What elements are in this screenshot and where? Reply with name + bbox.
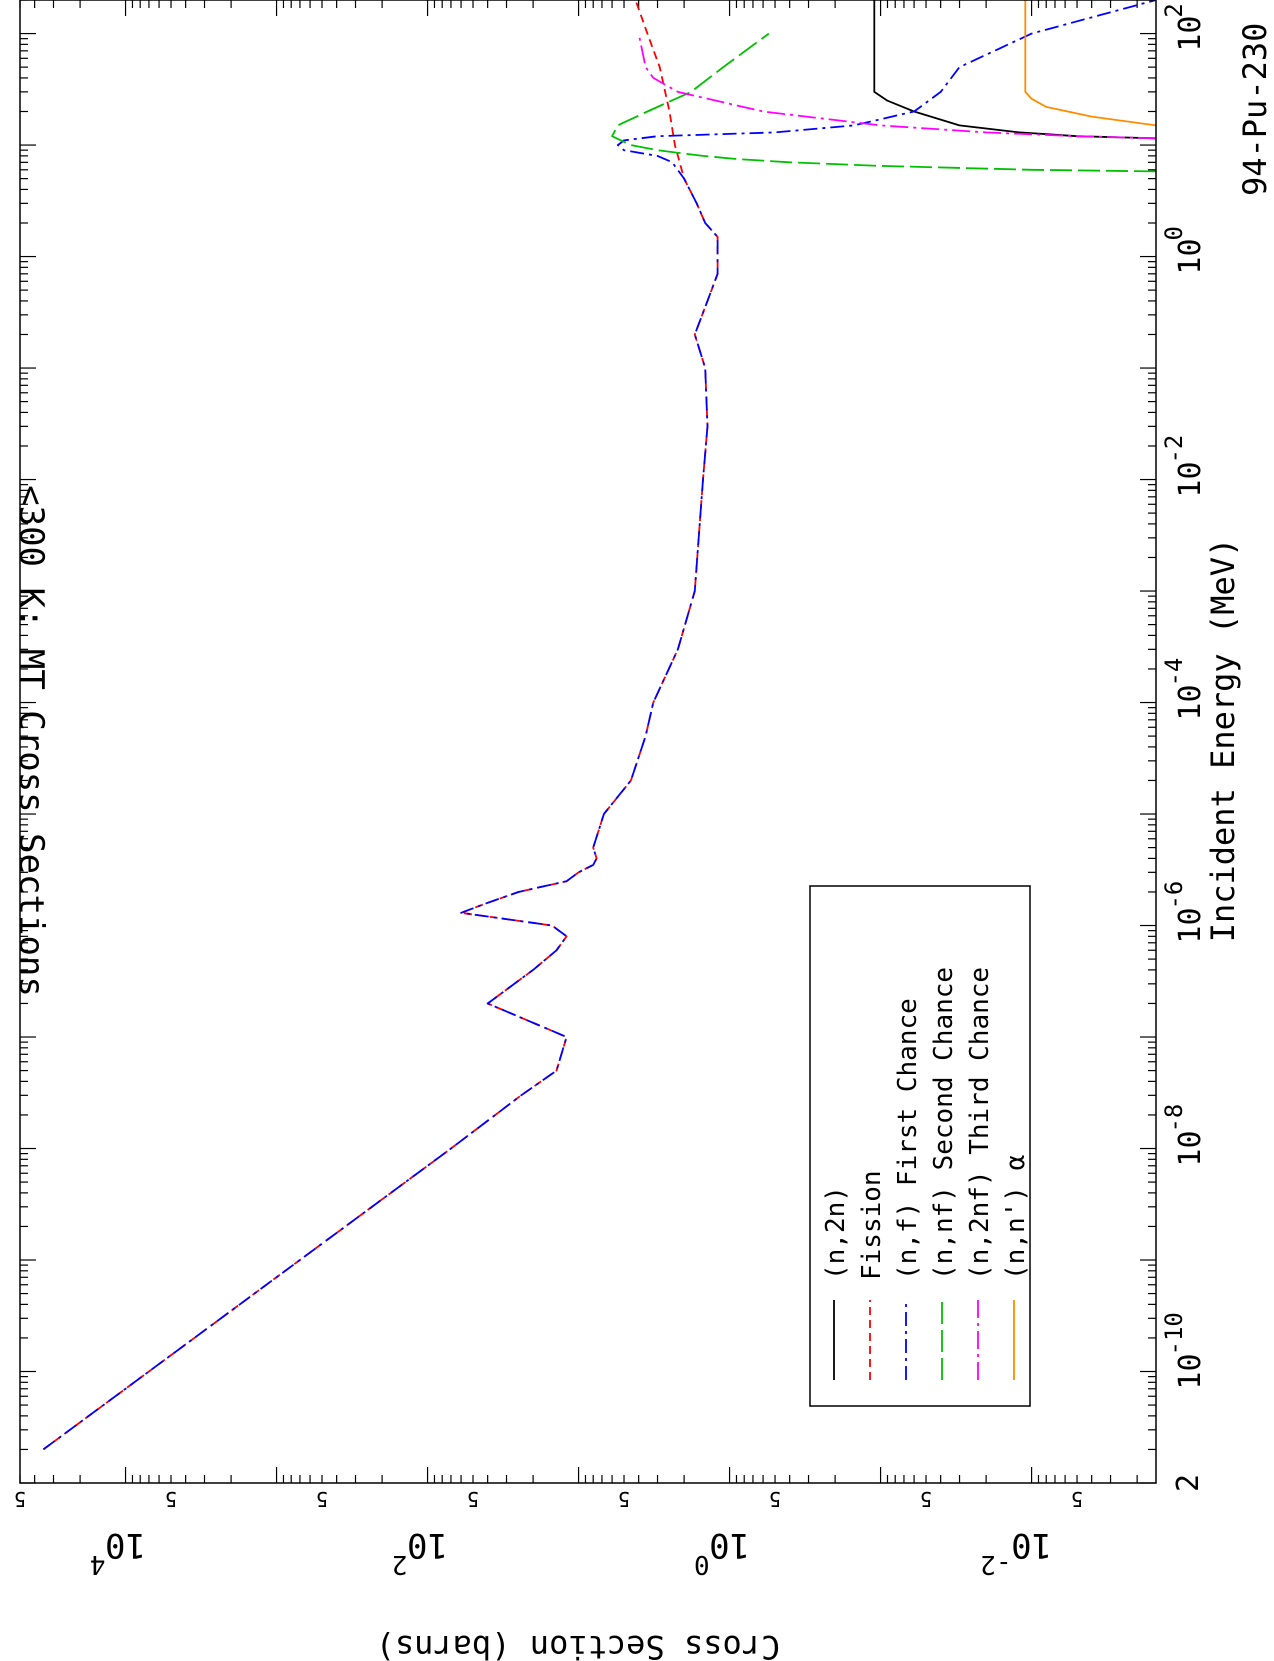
legend-label-4: (n,2nf) Third Chance — [965, 967, 995, 1280]
y-minor-label: 5 — [769, 1487, 781, 1511]
y-minor-label: 5 — [618, 1487, 630, 1511]
isotope-label: 94-Pu-230 — [1236, 23, 1274, 196]
legend-label-1: Fission — [857, 1170, 887, 1280]
svg-text:2: 2 — [1160, 3, 1188, 17]
svg-text:(n,nf) Second Chance: (n,nf) Second Chance — [929, 967, 959, 1280]
x-tick-label: 10-10 — [1160, 1312, 1208, 1389]
svg-text:(n,n') α: (n,n') α — [1001, 1155, 1031, 1280]
series-line-0 — [873, 0, 1157, 140]
svg-text:5: 5 — [467, 1487, 479, 1511]
x-tick-label: 10-6 — [1160, 881, 1208, 944]
legend-label-0: (n,2n) — [821, 1186, 851, 1280]
series-line-5 — [1024, 0, 1157, 127]
y-minor-label: 5 — [920, 1487, 932, 1511]
svg-text:10: 10 — [1173, 16, 1208, 52]
y-minor-label: 5 — [1071, 1487, 1083, 1511]
svg-text:10: 10 — [709, 1525, 750, 1565]
legend-label-5: (n,n') α — [1001, 1155, 1031, 1280]
svg-text:-10: -10 — [1160, 1312, 1188, 1355]
svg-text:Fission: Fission — [857, 1170, 887, 1280]
svg-text:10: 10 — [1173, 461, 1208, 497]
y-tick-label: 104 — [90, 1525, 146, 1579]
svg-text:5: 5 — [618, 1487, 630, 1511]
y-tick-label: 100 — [694, 1525, 750, 1579]
svg-text:-2: -2 — [980, 1549, 1011, 1579]
svg-text:5: 5 — [920, 1487, 932, 1511]
svg-text:10: 10 — [1011, 1525, 1052, 1565]
svg-text:10: 10 — [1173, 907, 1208, 943]
y-minor-label: 5 — [316, 1487, 328, 1511]
x-tick-label: 10-4 — [1160, 658, 1208, 721]
series-line-2 — [42, 0, 1157, 1451]
svg-text:5: 5 — [165, 1487, 177, 1511]
y-minor-label: 5 — [14, 1487, 26, 1511]
svg-text:0: 0 — [694, 1549, 710, 1579]
svg-text:-2: -2 — [1160, 435, 1188, 464]
svg-text:10: 10 — [1173, 1130, 1208, 1166]
y-tick-label: 102 — [392, 1525, 448, 1579]
svg-text:-6: -6 — [1160, 881, 1188, 910]
y-minor-label: 5 — [165, 1487, 177, 1511]
x-tick-label: 10-8 — [1160, 1104, 1208, 1167]
x-tick-label: 100 — [1160, 226, 1208, 275]
chart-title: <300 K: MT Cross Sections — [11, 485, 51, 997]
x-axis-label: Incident Energy (MeV) — [1204, 538, 1242, 943]
x-tick-label: 10-2 — [1160, 435, 1208, 498]
svg-text:2: 2 — [392, 1549, 408, 1579]
legend-label-2: (n,f) First Chance — [893, 998, 923, 1280]
svg-text:10: 10 — [407, 1525, 448, 1565]
svg-text:10: 10 — [105, 1525, 146, 1565]
svg-text:10: 10 — [1173, 1353, 1208, 1389]
svg-text:10: 10 — [1173, 684, 1208, 720]
plot-frame — [19, 0, 1157, 1484]
svg-text:5: 5 — [1071, 1487, 1083, 1511]
svg-text:4: 4 — [90, 1549, 106, 1579]
svg-text:0: 0 — [1160, 226, 1188, 240]
svg-text:(n,2n): (n,2n) — [821, 1186, 851, 1280]
x-tick-label: 2 — [1171, 1474, 1206, 1492]
svg-text:(n,2nf) Third Chance: (n,2nf) Third Chance — [965, 967, 995, 1280]
series-line-3 — [611, 32, 1157, 173]
y-tick-label: 10-2 — [980, 1525, 1052, 1579]
y-minor-label: 5 — [467, 1487, 479, 1511]
svg-text:5: 5 — [14, 1487, 26, 1511]
x-tick-label: 102 — [1160, 3, 1208, 52]
series-line-4 — [637, 33, 1157, 140]
svg-text:-4: -4 — [1160, 658, 1188, 687]
legend: (n,2n) Fission (n,f) First Chance (n,nf) Se… — [809, 885, 1031, 1407]
series-layer — [42, 0, 1157, 1451]
svg-text:(n,f) First Chance: (n,f) First Chance — [893, 998, 923, 1280]
svg-text:5: 5 — [769, 1487, 781, 1511]
legend-box — [809, 885, 1031, 1407]
svg-text:-8: -8 — [1160, 1104, 1188, 1133]
series-line-1 — [42, 0, 719, 1451]
legend-label-3: (n,nf) Second Chance — [929, 967, 959, 1280]
svg-text:5: 5 — [316, 1487, 328, 1511]
svg-text:2: 2 — [1171, 1474, 1206, 1492]
y-axis-label: Cross Section (barns) — [376, 1628, 781, 1661]
svg-text:10: 10 — [1173, 238, 1208, 274]
